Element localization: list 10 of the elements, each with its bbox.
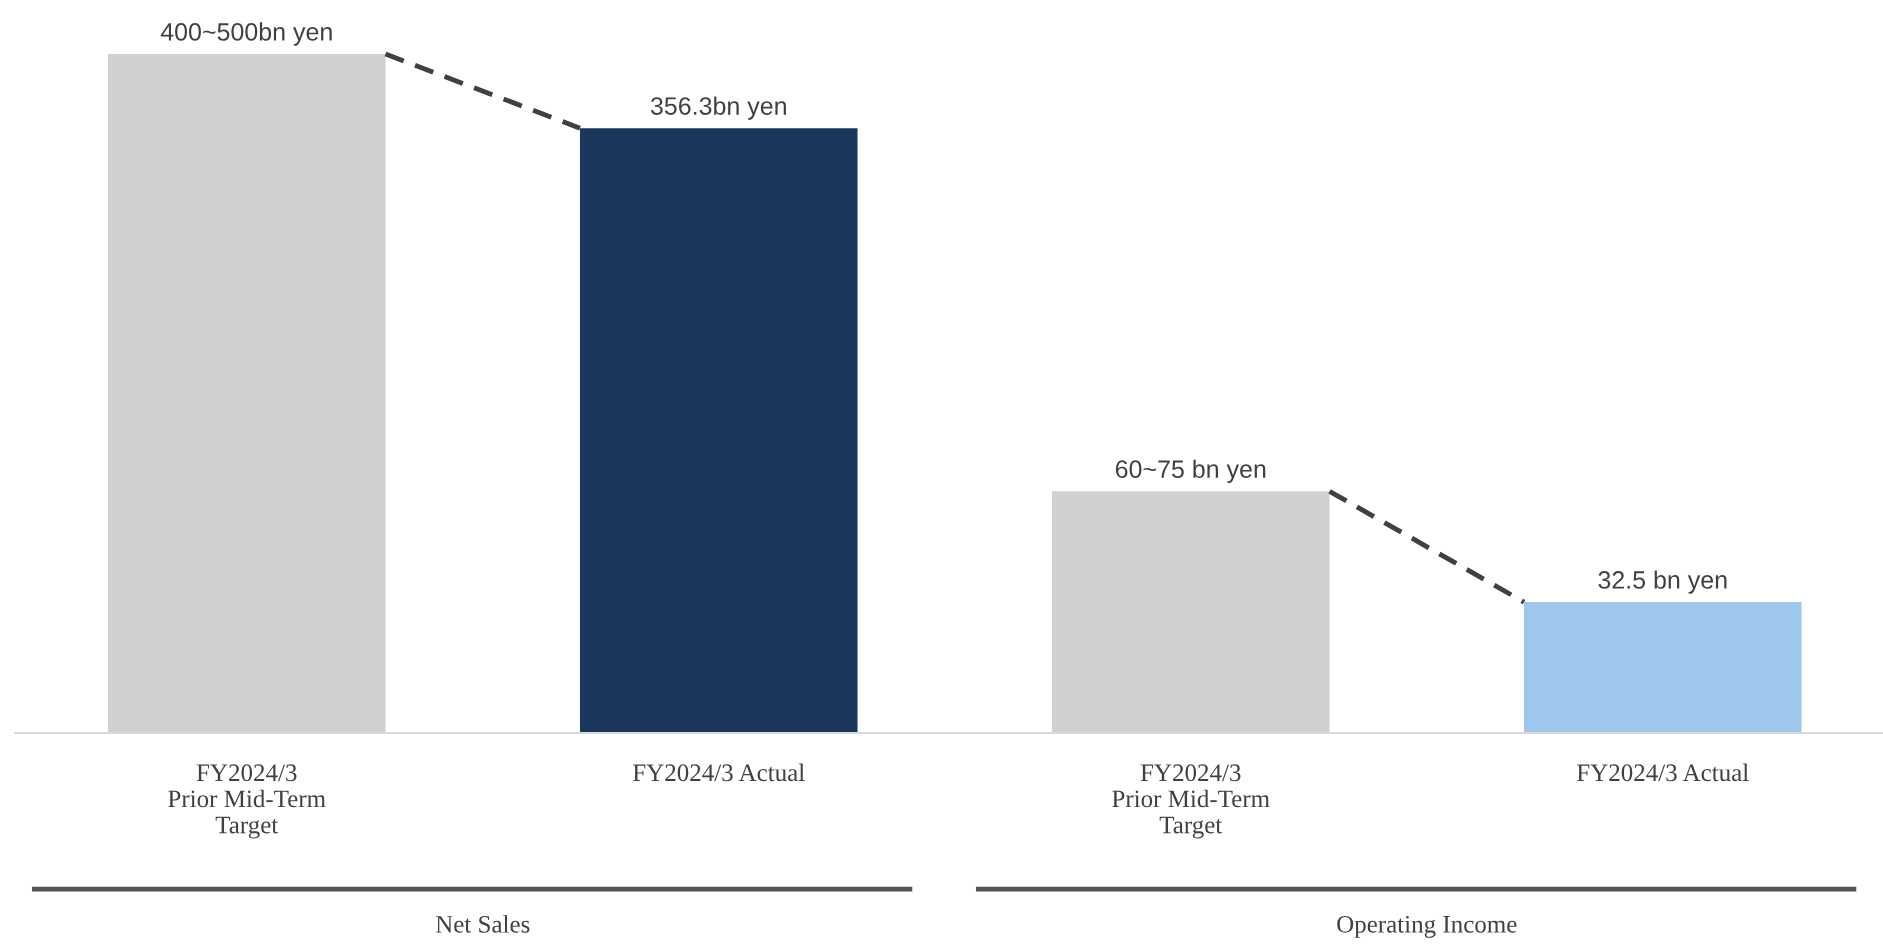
x-tick-label: FY2024/3 Prior Mid-Term Target bbox=[1112, 764, 1270, 839]
text: Operating Income bbox=[1337, 915, 1517, 938]
text: Net Sales bbox=[435, 915, 530, 933]
data-label: 356.3bn yen bbox=[650, 96, 786, 120]
data-label: 32.5 bn yen bbox=[1598, 570, 1727, 594]
x-tick-label: FY2024/3 Actual bbox=[1577, 763, 1749, 782]
data-label: 400~500bn yen bbox=[160, 22, 332, 46]
x-tick-label: FY2024/3 Actual bbox=[633, 763, 805, 782]
data-label: 60~75 bn yen bbox=[1115, 459, 1266, 483]
x-tick-label: FY2024/3 Prior Mid-Term Target bbox=[168, 764, 326, 839]
